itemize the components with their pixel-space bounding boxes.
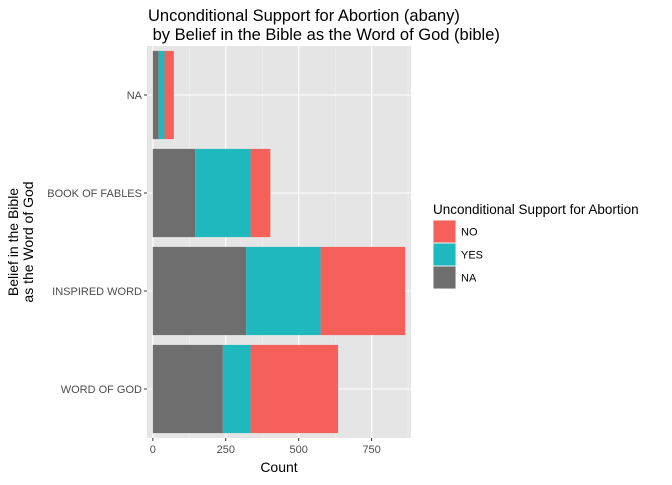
bar-yes-word-of-god — [222, 344, 251, 434]
y-tick-label: WORD OF GOD — [61, 384, 142, 396]
y-axis-title-line-2: as the Word of God — [20, 181, 36, 302]
bar-na-inspired-word — [152, 246, 247, 336]
bar-yes-na — [158, 50, 165, 140]
legend-swatch-yes — [433, 243, 456, 266]
x-tick-label: 250 — [217, 444, 235, 456]
bar-na-word-of-god — [152, 344, 223, 434]
bar-no-book-of-fables — [250, 148, 271, 238]
y-tick-label: NA — [127, 90, 143, 102]
bar-no-word-of-god — [250, 344, 339, 434]
x-tick-label: 0 — [150, 444, 156, 456]
y-axis-title-line-1: Belief in the Bible — [5, 188, 21, 296]
legend-label-no: NO — [461, 227, 478, 239]
x-axis-title: Count — [260, 459, 297, 475]
x-tick-label: 750 — [362, 444, 380, 456]
chart-title: Unconditional Support for Abortion (aban… — [148, 7, 500, 44]
bars — [152, 50, 406, 434]
y-tick-label: INSPIRED WORD — [52, 286, 142, 298]
y-tick-label: BOOK OF FABLES — [47, 188, 142, 200]
legend-title: Unconditional Support for Abortion — [433, 202, 639, 217]
y-axis-ticks: WORD OF GOD INSPIRED WORD BOOK OF FABLES NA — [47, 90, 147, 396]
bar-na-book-of-fables — [152, 148, 196, 238]
bar-yes-inspired-word — [246, 246, 321, 336]
legend: Unconditional Support for Abortion NO YES… — [433, 202, 639, 289]
bar-no-na — [164, 50, 174, 140]
x-tick-label: 500 — [290, 444, 308, 456]
legend-swatch-no — [433, 220, 456, 243]
legend-label-na: NA — [461, 273, 477, 285]
x-axis-ticks: 0 250 500 750 — [150, 438, 381, 456]
chart-title-line-2: by Belief in the Bible as the Word of Go… — [148, 26, 500, 44]
legend-label-yes: YES — [461, 250, 483, 262]
legend-swatch-na — [433, 266, 456, 289]
chart-title-line-1: Unconditional Support for Abortion (aban… — [148, 7, 460, 25]
y-axis-title: Belief in the Bible as the Word of God — [5, 181, 36, 302]
bar-na-na — [152, 50, 159, 140]
bar-yes-book-of-fables — [195, 148, 251, 238]
bar-no-inspired-word — [320, 246, 406, 336]
